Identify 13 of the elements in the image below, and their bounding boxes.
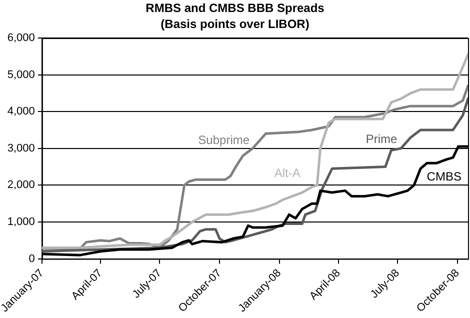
y-tick-label: 2,000 [7, 179, 35, 192]
y-tick-label: 1,000 [7, 216, 35, 228]
chart-title: RMBS and CMBS BBB Spreads [144, 0, 326, 16]
y-tick-label: 0 [28, 252, 35, 265]
chart-subtitle: (Basis points over LIBOR) [160, 16, 310, 32]
series-label: Prime [366, 132, 398, 146]
y-tick-label: 6,000 [7, 32, 35, 44]
y-tick-label: 3,000 [7, 142, 35, 154]
y-tick-label: 5,000 [7, 68, 35, 81]
series-label: CMBS [426, 169, 462, 184]
series-label: Subprime [198, 132, 250, 147]
series-label: Alt-A [274, 166, 300, 180]
y-tick-label: 4,000 [7, 106, 35, 118]
